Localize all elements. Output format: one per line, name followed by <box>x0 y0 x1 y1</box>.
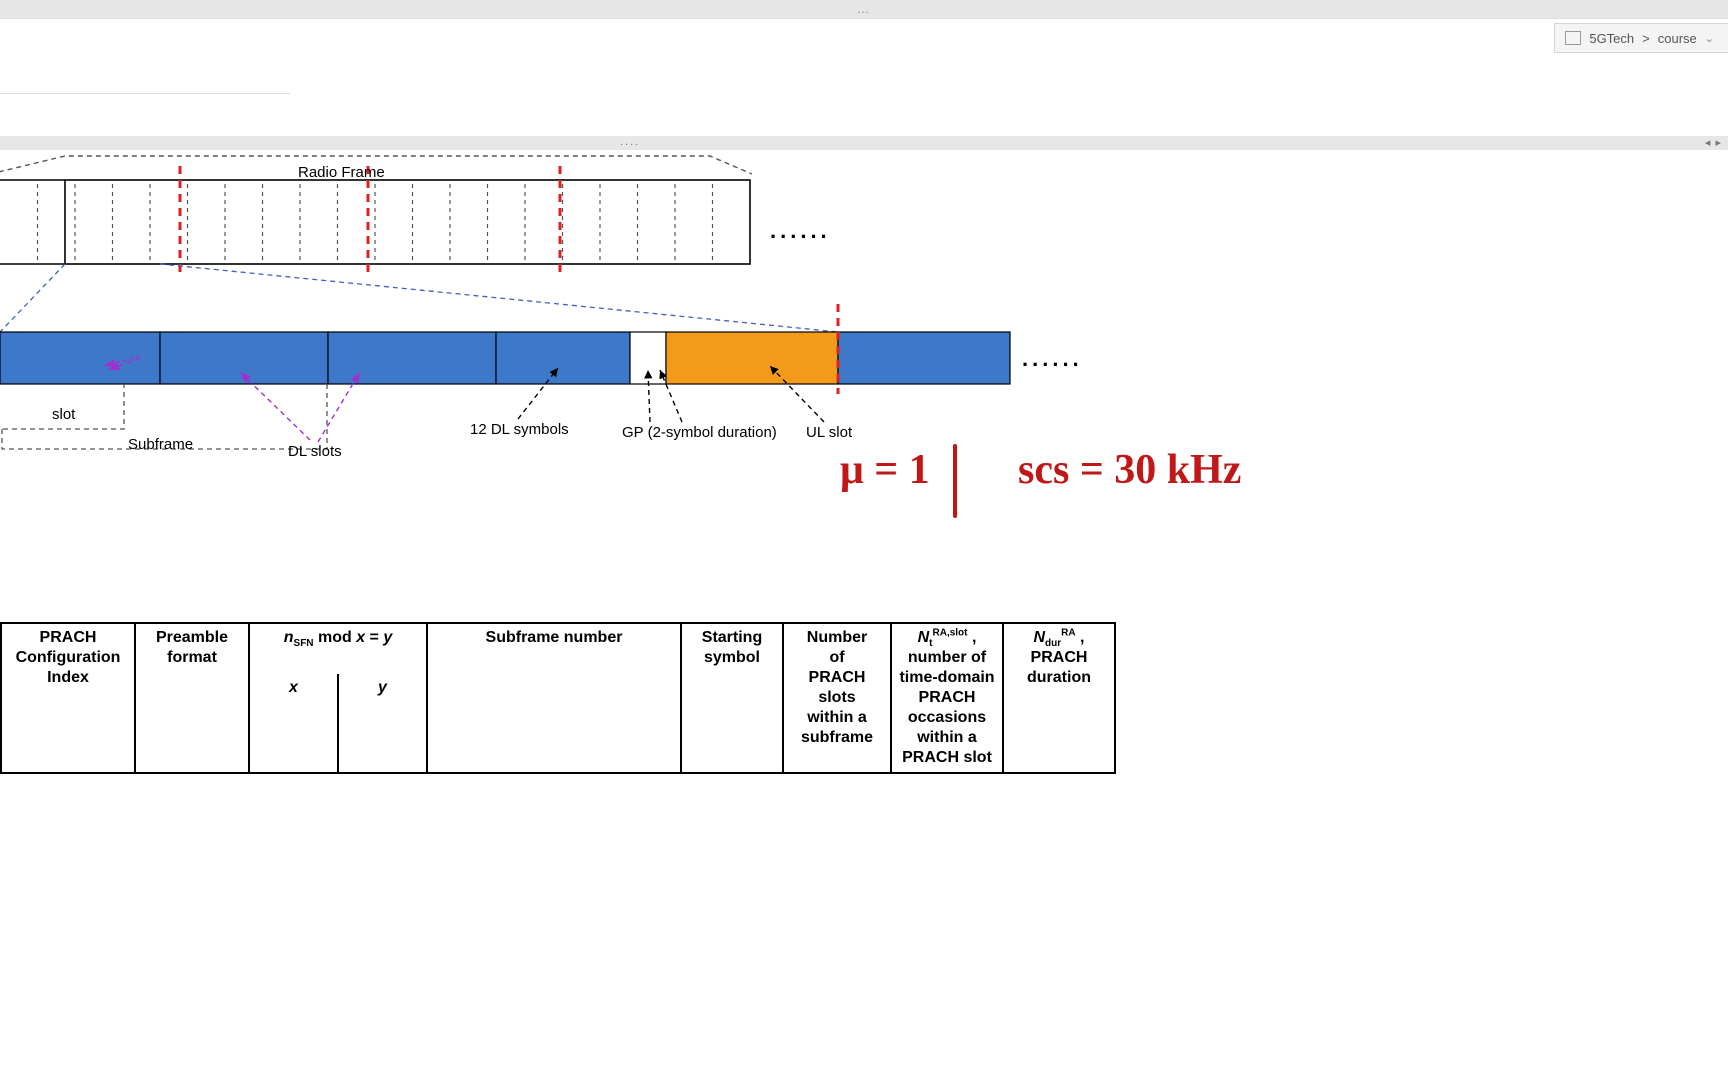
app-secondbar: 5GTech > course ⌄ <box>0 19 1728 55</box>
table-header-cell: x <box>249 674 338 773</box>
frame-continuation-dots: ...... <box>770 218 831 244</box>
panel-dots-icon: .... <box>620 136 640 148</box>
breadcrumb-parent[interactable]: 5GTech <box>1589 31 1634 46</box>
table-header-cell: NumberofPRACHslotswithin asubframe <box>783 623 891 773</box>
panel-nav-arrows-icon[interactable]: ◂ ▸ <box>1705 136 1722 149</box>
tab-underline <box>0 93 290 94</box>
radio-frame-label: Radio Frame <box>298 164 385 181</box>
breadcrumb-separator-icon: > <box>1642 31 1650 46</box>
table-header-cell: Startingsymbol <box>681 623 783 773</box>
band-continuation-dots: ...... <box>1022 346 1083 372</box>
notebook-icon <box>1565 31 1581 45</box>
prach-config-table: PRACHConfigurationIndexPreambleformatnSF… <box>0 622 1116 774</box>
handwritten-mu-annotation: μ = 1 <box>840 446 930 494</box>
gp-label: GP (2-symbol duration) <box>622 424 777 441</box>
table-header-cell: Subframe number <box>427 623 681 773</box>
table-header-cell: nSFN mod x = y <box>249 623 427 674</box>
slot-label: slot <box>52 406 75 423</box>
breadcrumb-child[interactable]: course <box>1658 31 1697 46</box>
subframe-label: Subframe <box>128 436 193 453</box>
drawing-canvas[interactable]: Radio Frame ...... ...... slot Subframe … <box>0 150 1284 990</box>
table-header-cell: PRACHConfigurationIndex <box>1 623 135 773</box>
app-topbar: … <box>0 0 1728 19</box>
dl-symbols-label: 12 DL symbols <box>470 421 569 438</box>
dl-slots-label: DL slots <box>288 443 342 460</box>
ul-slot-label: UL slot <box>806 424 852 441</box>
table-header-cell: y <box>338 674 427 773</box>
table-header-cell: NtRA,slot ,number of time-domain PRACH o… <box>891 623 1003 773</box>
panel-drag-header[interactable]: .... ◂ ▸ <box>0 136 1728 150</box>
handwritten-scs-annotation: scs = 30 kHz <box>1018 446 1241 494</box>
topbar-dots-icon: … <box>857 2 871 16</box>
table-header-cell: NdurRA ,PRACH duration <box>1003 623 1115 773</box>
breadcrumb[interactable]: 5GTech > course ⌄ <box>1554 23 1728 53</box>
table-header-cell: Preambleformat <box>135 623 249 773</box>
chevron-down-icon[interactable]: ⌄ <box>1705 32 1714 45</box>
